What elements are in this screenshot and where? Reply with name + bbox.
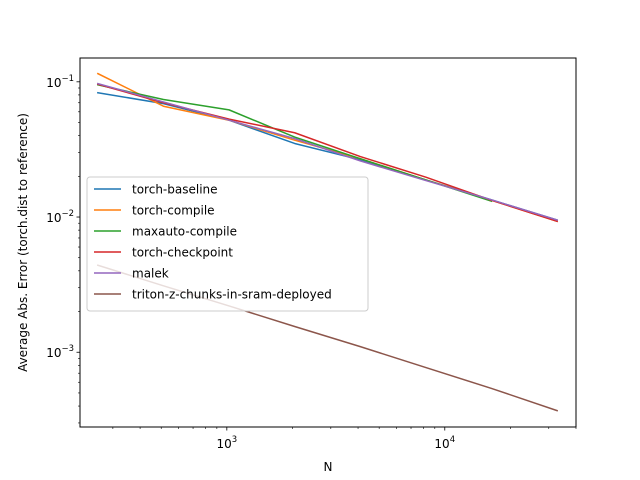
axes-frame [79, 57, 577, 428]
legend-label-triton-z-chunks-in-sram-deployed: triton-z-chunks-in-sram-deployed [132, 288, 332, 302]
legend-label-malek: malek [132, 267, 169, 281]
y-tick-label: 10−3 [46, 344, 74, 360]
legend-label-torch-baseline: torch-baseline [132, 183, 218, 197]
legend-box [86, 176, 369, 312]
axis-ticks: 103 104 10−3 10−2 10−1 [46, 74, 577, 451]
legend-label-torch-checkpoint: torch-checkpoint [132, 246, 233, 260]
plot-area [96, 72, 559, 412]
legend-label-torch-compile: torch-compile [132, 204, 215, 218]
x-tick-label: 104 [434, 435, 455, 451]
x-axis-label: N [324, 460, 333, 474]
legend: torch-baseline torch-compile maxauto-compi… [86, 176, 369, 312]
series-line-malek [96, 82, 559, 221]
y-axis-label: Average Abs. Error (torch.dist to refere… [16, 113, 30, 372]
legend-label-maxauto-compile: maxauto-compile [132, 225, 237, 239]
y-tick-label: 10−1 [46, 74, 74, 90]
x-tick-label: 103 [216, 435, 237, 451]
y-tick-label: 10−2 [46, 209, 74, 225]
